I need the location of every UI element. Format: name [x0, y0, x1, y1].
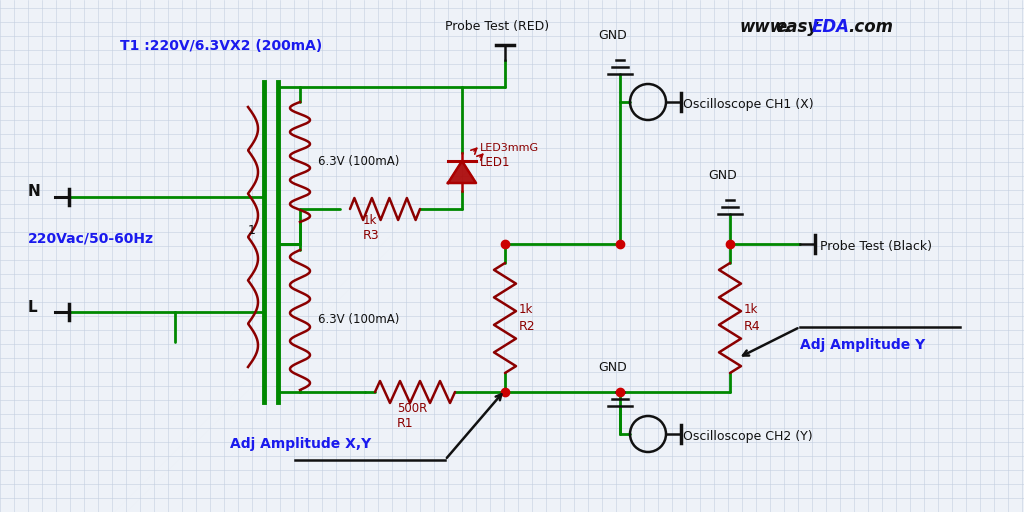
- Text: .com: .com: [848, 18, 893, 36]
- Polygon shape: [449, 161, 476, 183]
- Text: Oscilloscope CH2 (Y): Oscilloscope CH2 (Y): [683, 430, 813, 443]
- Text: Adj Amplitude Y: Adj Amplitude Y: [800, 338, 926, 352]
- Text: L: L: [28, 300, 38, 314]
- Text: 220Vac/50-60Hz: 220Vac/50-60Hz: [28, 231, 154, 245]
- Text: Probe Test (Black): Probe Test (Black): [820, 240, 932, 253]
- Text: 6.3V (100mA): 6.3V (100mA): [318, 313, 399, 327]
- Text: 1k: 1k: [744, 303, 759, 316]
- Text: GND: GND: [598, 29, 627, 42]
- Text: LED3mmG: LED3mmG: [480, 143, 539, 153]
- Text: T1 :220V/6.3VX2 (200mA): T1 :220V/6.3VX2 (200mA): [120, 39, 323, 53]
- Text: N: N: [28, 184, 41, 200]
- Text: 500R: 500R: [397, 402, 427, 415]
- Text: easy: easy: [775, 18, 818, 36]
- Text: Oscilloscope CH1 (X): Oscilloscope CH1 (X): [683, 98, 814, 111]
- Text: R4: R4: [744, 320, 761, 333]
- Text: GND: GND: [598, 361, 627, 374]
- Text: R1: R1: [397, 417, 414, 430]
- Text: R3: R3: [362, 229, 380, 242]
- Text: R2: R2: [519, 320, 536, 333]
- Text: 1k: 1k: [519, 303, 534, 316]
- Text: 1: 1: [248, 224, 256, 237]
- Text: GND: GND: [708, 169, 736, 182]
- Text: Probe Test (RED): Probe Test (RED): [445, 20, 549, 33]
- Text: 1k: 1k: [362, 214, 378, 227]
- Text: LED1: LED1: [480, 156, 511, 169]
- Text: 6.3V (100mA): 6.3V (100mA): [318, 156, 399, 168]
- Text: Adj Amplitude X,Y: Adj Amplitude X,Y: [230, 437, 372, 451]
- Text: www.: www.: [740, 18, 792, 36]
- Text: EDA: EDA: [812, 18, 850, 36]
